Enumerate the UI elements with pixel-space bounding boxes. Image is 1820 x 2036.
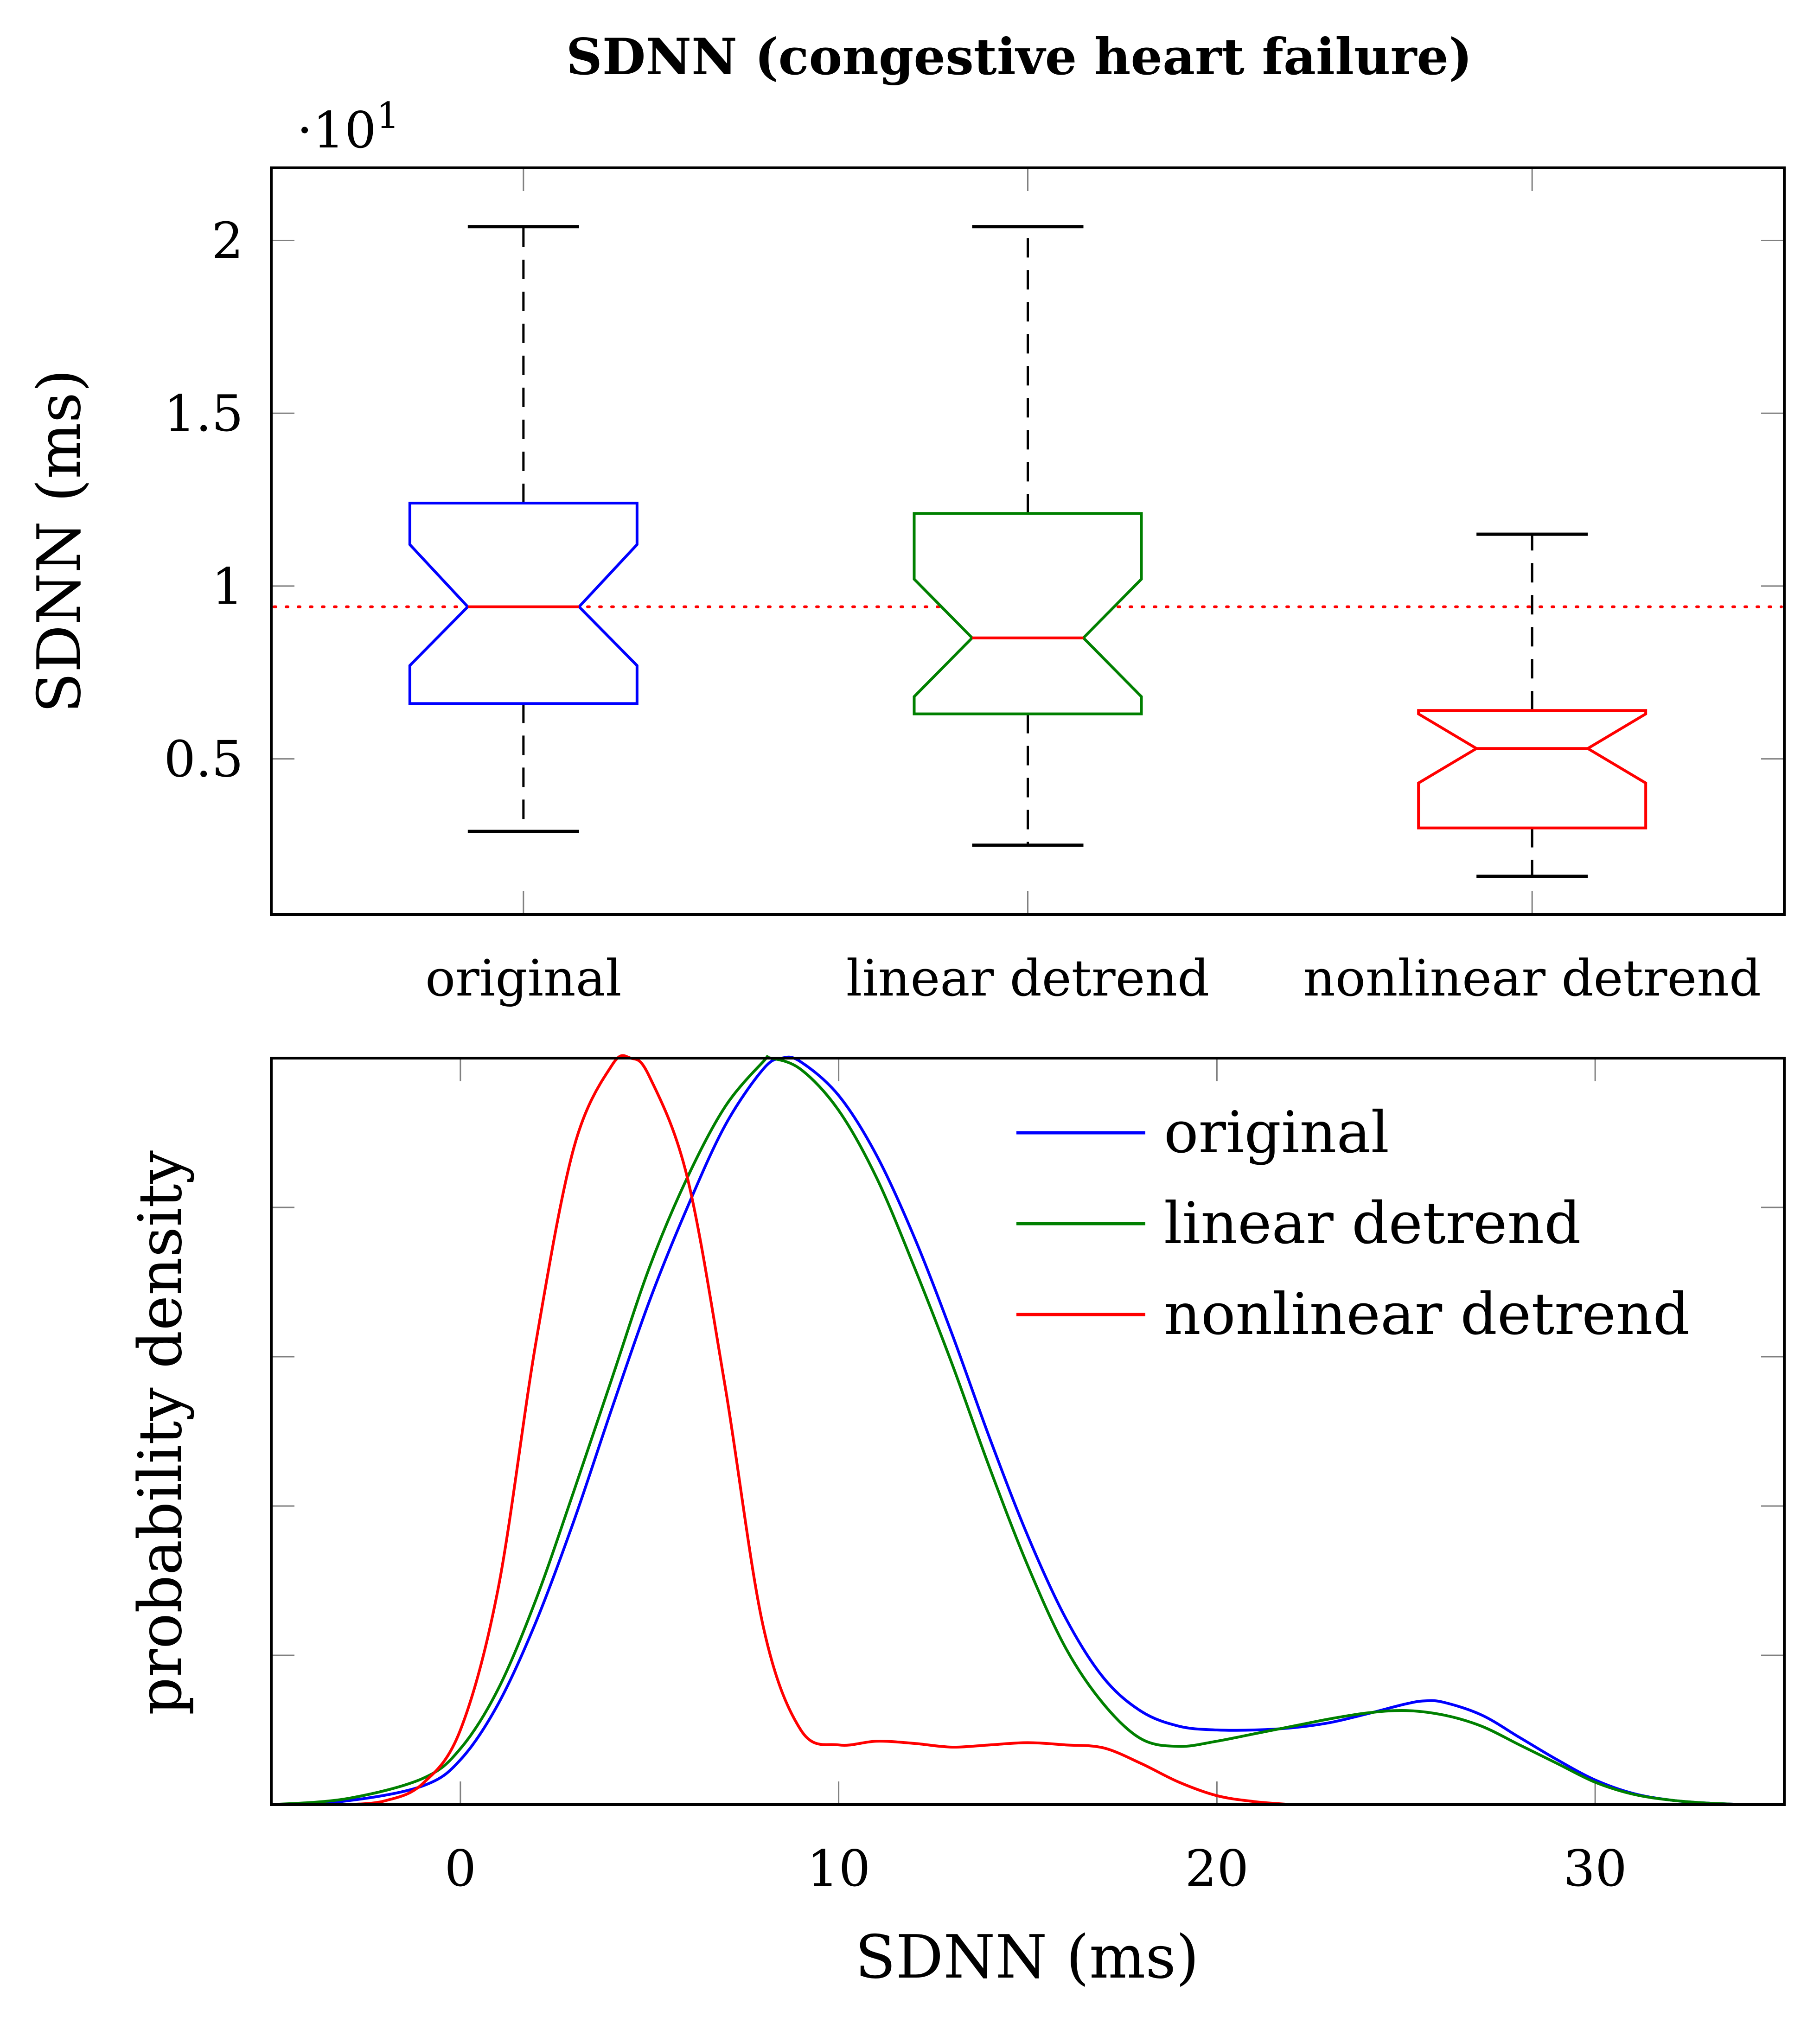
boxplot-y-axis-label: SDNN (ms): [25, 369, 94, 713]
density-line-linear-detrend: [271, 1055, 1747, 1806]
notched-box: [913, 512, 1143, 715]
density-x-tick-label: 20: [1185, 1840, 1249, 1898]
density-panel: probability density SDNN (ms) 0 10 20 30 or…: [126, 1054, 1786, 1992]
density-x-tick-label: 30: [1563, 1840, 1627, 1898]
legend: original linear detrend nonlinear detren…: [1016, 1099, 1690, 1348]
y-scale-label: ·101: [297, 95, 399, 160]
density-x-tick-label: 0: [445, 1840, 477, 1898]
density-x-tick-label: 10: [807, 1840, 870, 1898]
density-x-axis-label: SDNN (ms): [855, 1923, 1199, 1992]
box-linear-detrend: [913, 225, 1143, 847]
legend-label-nonlinear-detrend: nonlinear detrend: [1164, 1281, 1690, 1348]
boxplot-category-label-linear-detrend: linear detrend: [846, 950, 1210, 1008]
y-scale-base: ·10: [297, 102, 377, 160]
legend-label-original: original: [1164, 1099, 1389, 1166]
box-nonlinear-detrend: [1417, 532, 1648, 878]
figure-title: SDNN (congestive heart failure): [566, 28, 1472, 86]
notched-box: [408, 502, 639, 705]
density-plot-frame: [270, 1057, 1786, 1806]
density-y-axis-label: probability density: [126, 1150, 195, 1715]
boxplot-plot-frame: [270, 166, 1786, 916]
boxplot-category-label-original: original: [425, 950, 621, 1008]
boxplot-y-tick-label: 1.5: [164, 385, 243, 443]
density-line-original: [271, 1055, 1747, 1806]
box-original: [408, 225, 639, 833]
boxplot-y-tick-label: 2: [211, 212, 243, 270]
legend-label-linear-detrend: linear detrend: [1164, 1190, 1581, 1257]
density-line-nonlinear-detrend: [346, 1054, 1293, 1806]
boxplot-category-label-nonlinear-detrend: nonlinear detrend: [1303, 950, 1761, 1008]
boxplot-y-tick-label: 0.5: [164, 731, 243, 789]
y-scale-exponent: 1: [377, 95, 400, 137]
boxplot-y-tick-label: 1: [211, 558, 243, 616]
notched-box: [1417, 709, 1648, 830]
